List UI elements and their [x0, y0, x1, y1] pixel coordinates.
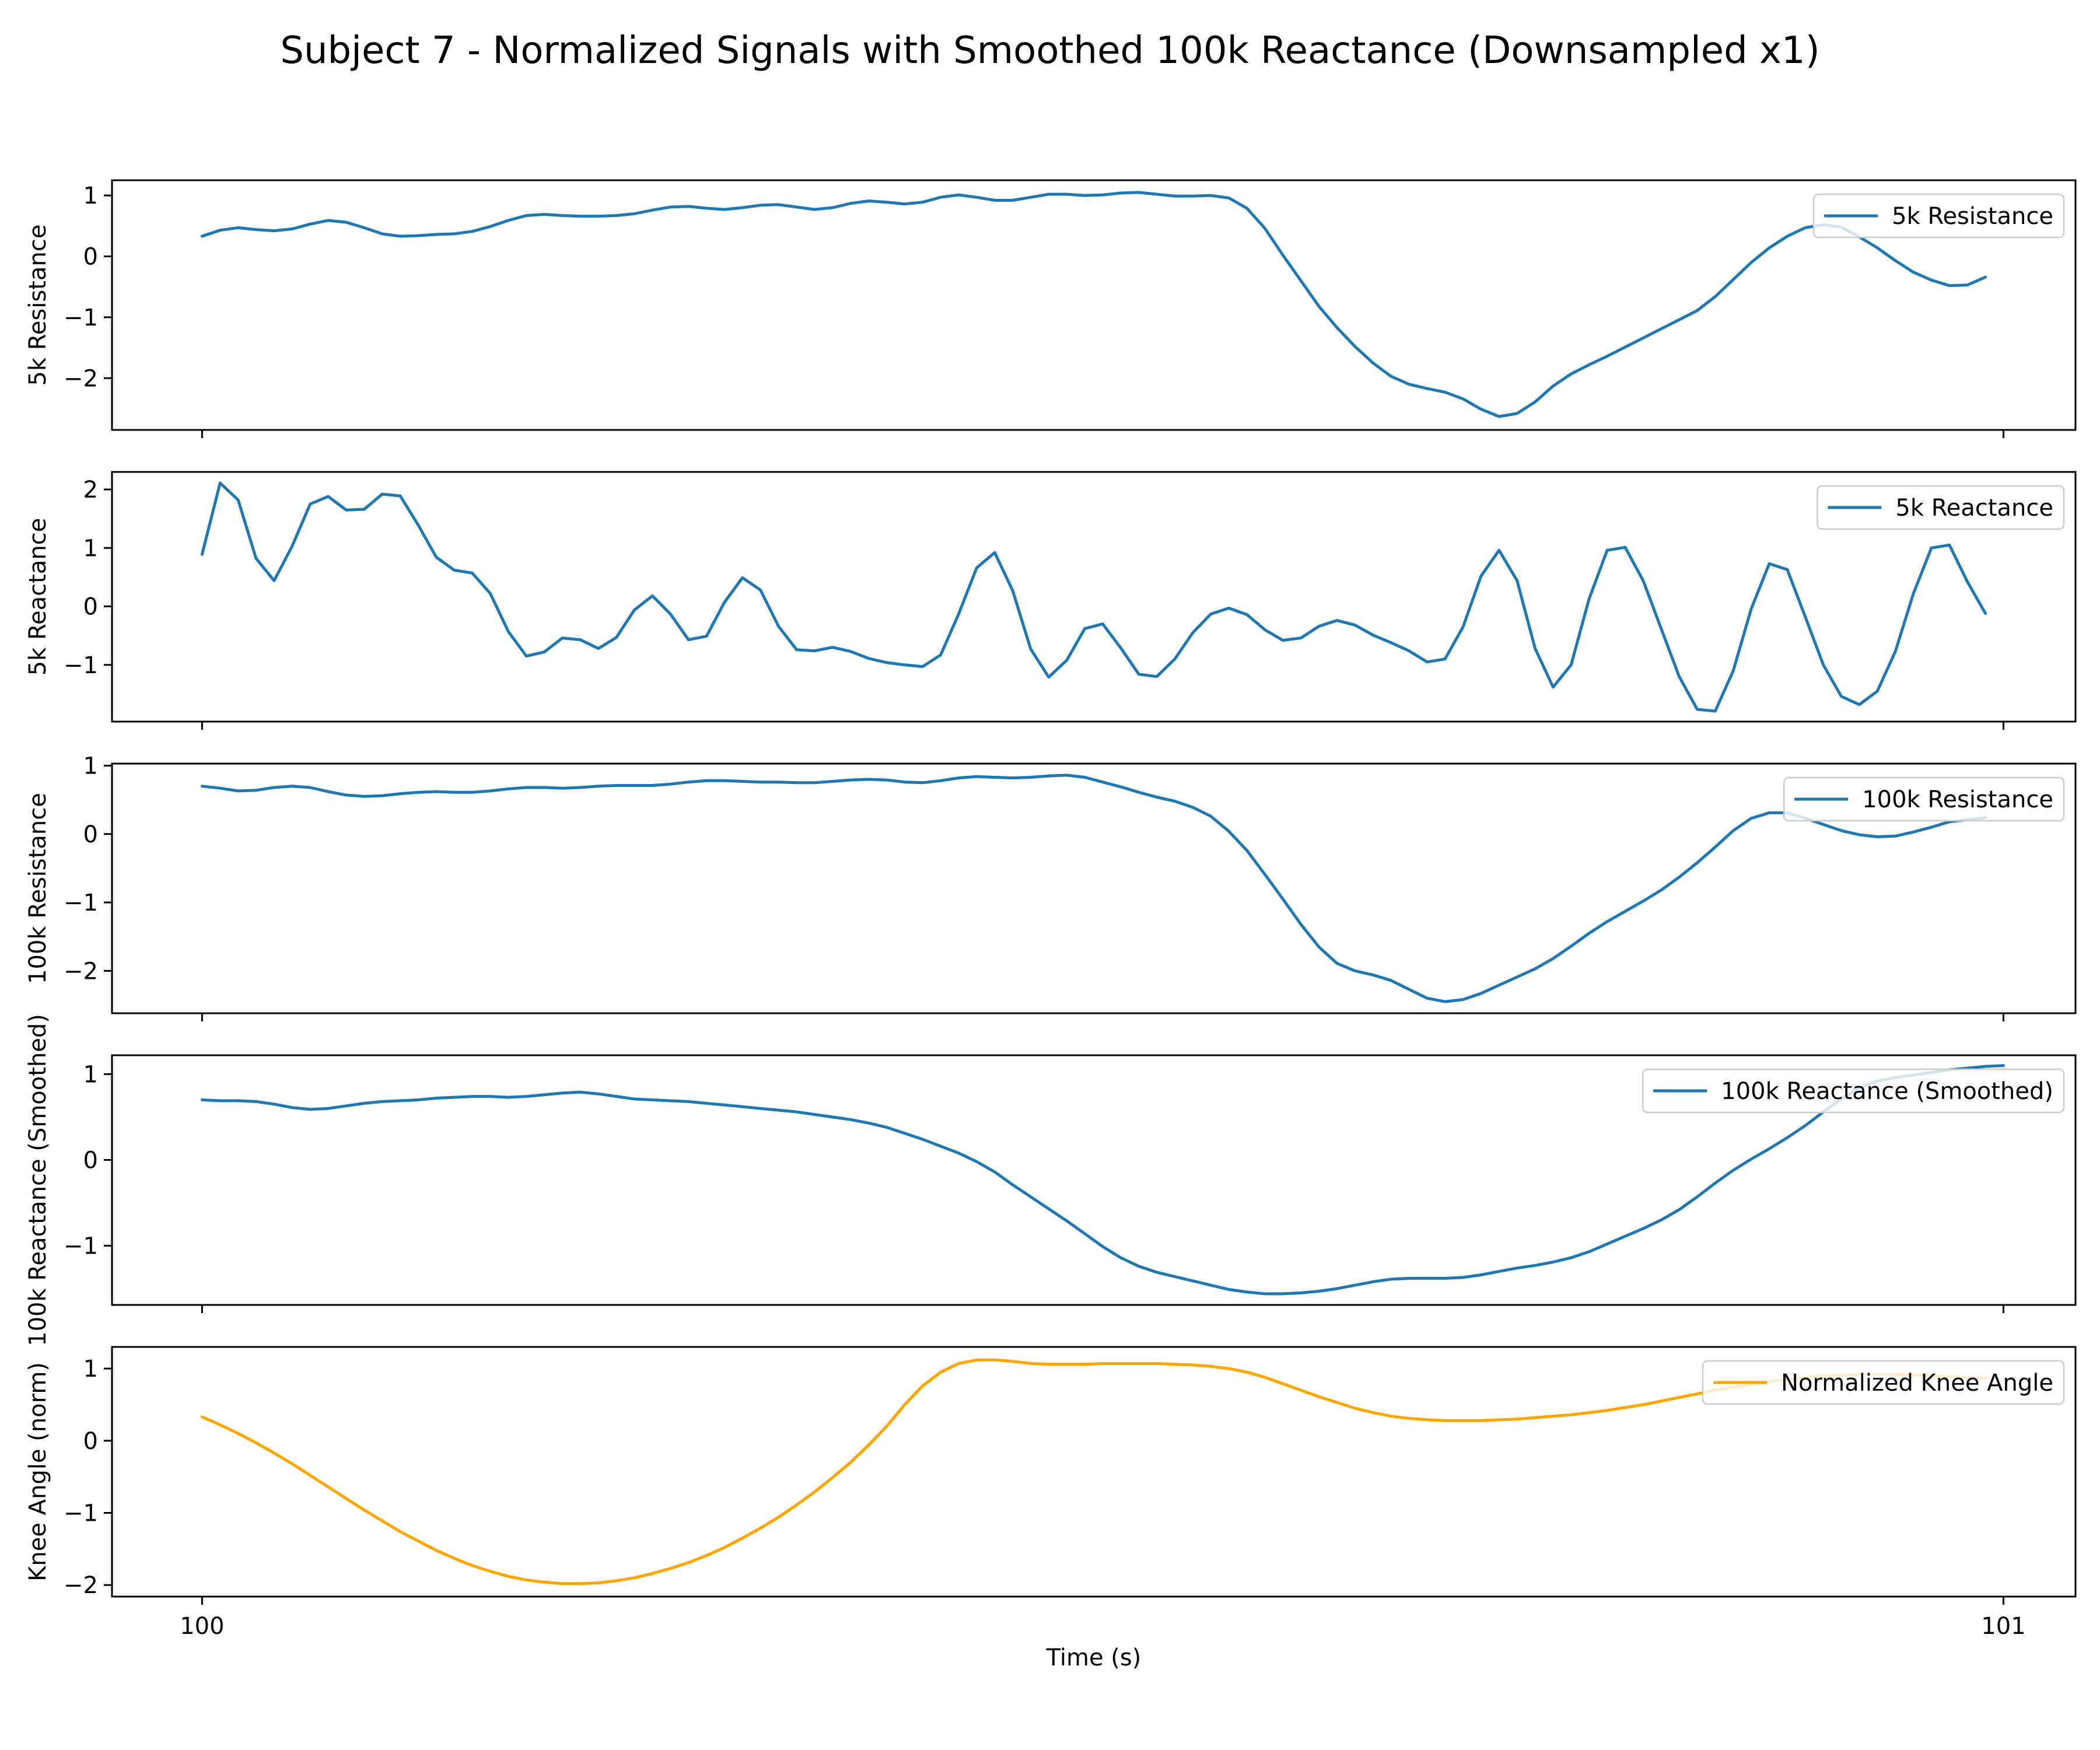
x-axis-label: Time (s) — [1046, 1644, 1142, 1671]
legend-box — [1702, 1360, 2065, 1405]
y-axis-label: 100k Resistance — [24, 793, 51, 984]
subplot-2: 2 1 0 −1 5k Reactance 5k Reactance — [24, 471, 2077, 730]
y-tick-label: 2 — [83, 477, 98, 503]
y-tick-label: 1 — [83, 1356, 98, 1382]
y-tick-label: −1 — [64, 652, 98, 679]
series-line — [200, 1358, 1987, 1586]
legend-box — [1812, 193, 2065, 239]
subplot-3: 1 0 −1 −2 100k Resistance 100k Resistance — [24, 753, 2077, 1021]
y-tick-label: −1 — [64, 1500, 98, 1527]
series-line — [200, 481, 1987, 713]
y-tick-label: 0 — [83, 1147, 98, 1174]
legend: 5k Resistance — [1812, 193, 2065, 239]
y-tick-label: −2 — [64, 1572, 98, 1599]
x-tick-label: 101 — [1981, 1613, 2025, 1640]
legend-label: 5k Resistance — [1892, 203, 2053, 230]
y-tick-label: −2 — [64, 365, 98, 392]
axes-frame — [111, 1054, 2077, 1306]
y-axis-label: 5k Resistance — [24, 225, 51, 386]
legend-box — [1642, 1068, 2065, 1114]
figure-title: Subject 7 - Normalized Signals with Smoo… — [280, 29, 1819, 72]
y-tick-label: 0 — [83, 821, 98, 848]
y-tick-label: 1 — [83, 183, 98, 209]
y-axis-label: 100k Reactance (Smoothed) — [24, 1014, 51, 1346]
axes-frame — [111, 762, 2077, 1014]
legend: 100k Reactance (Smoothed) — [1642, 1068, 2065, 1114]
legend-label: 5k Reactance — [1895, 495, 2053, 522]
subplot-1: 1 0 −1 −2 5k Resistance 5k Resistance — [24, 179, 2077, 438]
axes-frame — [111, 471, 2077, 723]
subplot-5: 1 0 −1 −2 100 101 Knee Angle (norm) Normalized … — [24, 1346, 2077, 1640]
y-tick-label: 0 — [83, 594, 98, 621]
subplot-4: 1 0 −1 100k Reactance (Smoothed) 100k Reacta… — [24, 1014, 2077, 1346]
y-axis-label: 5k Reactance — [24, 518, 51, 676]
y-tick-label: −1 — [64, 1233, 98, 1260]
y-axis-label: Knee Angle (norm) — [24, 1362, 51, 1581]
y-tick-label: −1 — [64, 304, 98, 331]
legend-box — [1783, 776, 2065, 822]
subplots: 1 0 −1 −2 5k Resistance 5k Resistance 2 1 0 −1 5k … — [24, 179, 2077, 1640]
legend-label: 100k Reactance (Smoothed) — [1721, 1078, 2053, 1105]
series-line — [200, 191, 1987, 418]
y-tick-label: −1 — [64, 890, 98, 916]
y-tick-label: 1 — [83, 535, 98, 562]
axes-frame — [111, 1346, 2077, 1598]
y-tick-label: −2 — [64, 958, 98, 985]
series-line — [200, 774, 1987, 1003]
legend: 5k Reactance — [1817, 485, 2065, 530]
legend-label: Normalized Knee Angle — [1781, 1370, 2053, 1396]
y-tick-label: 1 — [83, 1061, 98, 1088]
y-tick-label: 0 — [83, 243, 98, 270]
series-line — [200, 1064, 2005, 1296]
axes-frame — [111, 179, 2077, 431]
y-tick-label: 1 — [83, 753, 98, 780]
legend: 100k Resistance — [1783, 776, 2065, 822]
legend-label: 100k Resistance — [1862, 786, 2053, 813]
legend: Normalized Knee Angle — [1702, 1360, 2065, 1405]
y-tick-label: 0 — [83, 1428, 98, 1455]
x-tick-label: 100 — [180, 1613, 224, 1640]
legend-box — [1817, 485, 2065, 530]
